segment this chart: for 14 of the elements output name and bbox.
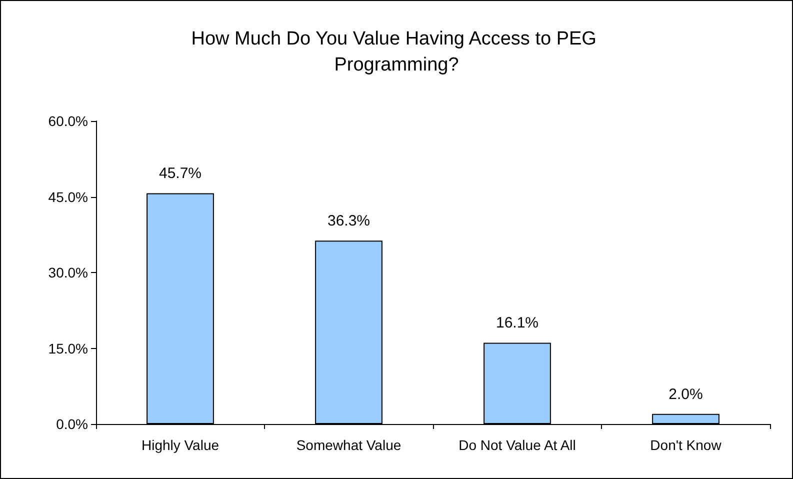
x-tick-label: Don't Know <box>650 437 722 453</box>
y-tick-label: 0.0% <box>56 416 88 432</box>
data-label: 45.7% <box>158 165 202 182</box>
y-tick-label: 15.0% <box>48 340 88 356</box>
x-tick-label: Do Not Value At All <box>458 437 576 453</box>
y-tick-label: 60.0% <box>48 113 88 129</box>
data-label: 2.0% <box>668 386 703 403</box>
data-label: 36.3% <box>327 212 370 230</box>
y-tick-label: 30.0% <box>48 264 88 280</box>
x-tick-label: Somewhat Value <box>296 437 402 453</box>
data-label: 16.1% <box>496 314 539 332</box>
y-tick-label: 45.0% <box>48 188 88 205</box>
chart-title: How Much Do You Value Having Access to PEG Programming? <box>191 28 602 76</box>
x-tick-label: Highly Value <box>141 437 220 453</box>
